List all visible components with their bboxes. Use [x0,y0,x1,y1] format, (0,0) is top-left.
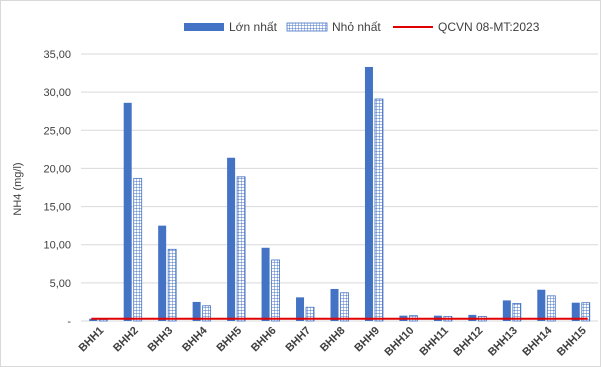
x-tick-label-BHH6: BHH6 [249,325,279,355]
bar-max-BHH1 [89,318,98,321]
bar-min-BHH14 [546,295,556,322]
y-tick-label-1: 5,00 [50,278,71,290]
x-tick-label-BHH2: BHH2 [111,325,141,355]
bar-max-BHH13 [502,300,511,321]
bar-max-BHH5 [227,157,236,321]
x-tick-label-BHH14: BHH14 [520,324,555,359]
y-tick-label-6: 30,00 [43,87,71,99]
x-tick-label-BHH10: BHH10 [383,325,417,359]
legend-swatch-min [286,22,328,32]
y-tick-label-2: 10,00 [43,240,71,252]
bar-max-BHH9 [364,66,373,322]
gridlines [81,53,598,322]
bars [89,66,591,322]
legend-label-min: Nhỏ nhất [332,20,381,34]
bar-max-BHH14 [537,289,546,321]
x-tick-label-BHH12: BHH12 [451,325,485,359]
bar-max-BHH3 [158,225,167,321]
bar-max-BHH6 [261,247,270,321]
x-tick-label-BHH11: BHH11 [417,325,451,359]
x-tick-label-BHH15: BHH15 [555,325,589,359]
x-tick-label-BHH8: BHH8 [318,325,348,355]
bar-max-BHH4 [192,301,201,321]
legend-swatch-max [184,23,224,31]
bar-min-BHH8 [340,292,349,322]
bar-max-BHH7 [296,297,305,321]
bar-min-BHH9 [374,98,384,322]
legend-label-qcvn: QCVN 08-MT:2023 [438,20,540,34]
bar-max-BHH2 [123,102,132,321]
y-tick-label-3: 15,00 [43,202,71,214]
bar-min-BHH13 [512,303,522,322]
y-tick-label-7: 35,00 [43,49,71,61]
bar-min-BHH2 [133,177,143,322]
y-tick-labels: - 5,00 10,00 15,00 20,00 25,00 30,00 35,00 [43,49,71,328]
bar-min-BHH3 [167,248,177,322]
x-tick-labels: BHH1 BHH2 BHH3 BHH4 BHH5 BHH6 BHH7 BHH8 BHH9 BHH1… [77,324,589,359]
bar-min-BHH5 [236,176,246,322]
y-tick-label-0: - [67,316,71,328]
bar-max-BHH15 [571,302,580,321]
y-tick-label-4: 20,00 [43,163,71,175]
bar-min-BHH15 [581,302,591,322]
x-tick-label-BHH3: BHH3 [146,325,176,355]
x-tick-label-BHH13: BHH13 [486,325,520,359]
y-tick-label-5: 25,00 [43,125,71,137]
x-tick-label-BHH9: BHH9 [352,325,382,355]
bar-min-BHH4 [202,305,212,322]
bar-max-BHH8 [330,288,339,321]
y-axis-label: NH4 (mg/l) [12,162,24,215]
legend-label-max: Lớn nhất [229,20,278,34]
x-tick-label-BHH5: BHH5 [215,325,245,355]
x-tick-label-BHH4: BHH4 [180,324,210,354]
legend: Lớn nhất Nhỏ nhất QCVN 08-MT:2023 [184,20,540,34]
x-tick-label-BHH1: BHH1 [77,325,107,355]
bar-min-BHH6 [271,259,280,322]
x-tick-label-BHH7: BHH7 [283,325,313,355]
bar-min-BHH7 [305,306,315,322]
